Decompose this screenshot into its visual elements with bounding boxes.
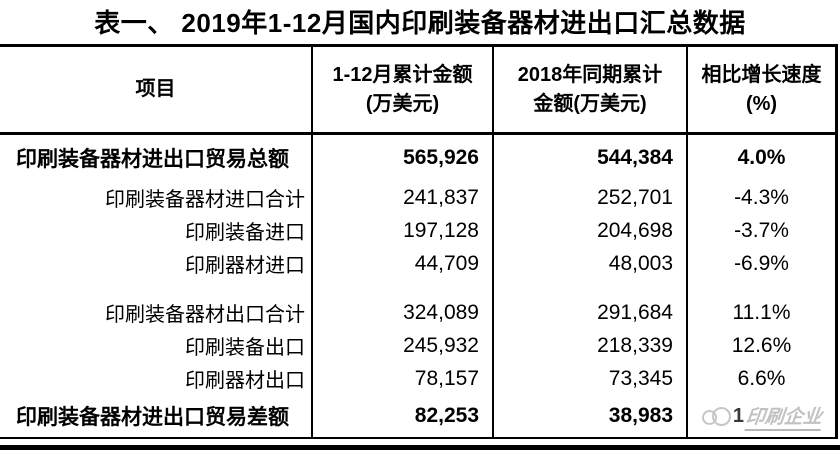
spacer-row (313, 280, 494, 296)
row-growth: 6.6% (737, 366, 786, 390)
row-value-2019: 197,128 (313, 214, 494, 247)
spacer-row (0, 280, 313, 296)
row-value-2019: 324,089 (313, 296, 494, 329)
row-growth: -6.9% (734, 251, 789, 275)
watermark-text: 印刷企业 (744, 401, 824, 431)
row-label: 印刷装备器材出口合计 (0, 296, 313, 329)
column-header-2019-amount: 1-12月累计金额 (万美元) (313, 47, 494, 135)
row-value-2019: 565,926 (313, 135, 494, 181)
spacer-row (688, 280, 835, 296)
row-growth: 4.0% (737, 146, 786, 169)
row-value-2018: 291,684 (494, 296, 688, 329)
row-label: 印刷装备器材进口合计 (0, 181, 313, 214)
row-growth: 11.1% (732, 300, 791, 324)
row-growth: 12.6% (731, 333, 792, 357)
row-growth: -4.3% (734, 185, 789, 209)
row-label: 印刷装备器材进出口贸易总额 (0, 135, 313, 181)
row-value-2019: 82,253 (313, 395, 494, 437)
row-value-2018: 48,003 (494, 247, 688, 280)
row-value-2018: 218,339 (494, 329, 688, 362)
row-label: 印刷装备出口 (0, 329, 313, 362)
row-value-2018: 204,698 (494, 214, 688, 247)
row-value-2018: 73,345 (494, 362, 688, 395)
row-value-2018: 38,983 (494, 395, 688, 437)
row-value-2019: 245,932 (313, 329, 494, 362)
column-header-growth: 相比增长速度 (%) (688, 47, 835, 135)
summary-table: 项目 1-12月累计金额 (万美元) 2018年同期累计 金额(万美元) 相比增… (0, 44, 838, 439)
bottom-rule (0, 445, 840, 450)
row-label: 印刷器材进口 (0, 247, 313, 280)
row-growth: -3.7% (734, 218, 789, 242)
table-title: 表一、 2019年1-12月国内印刷装备器材进出口汇总数据 (94, 8, 746, 38)
column-header-item: 项目 (0, 47, 313, 135)
column-header-2018-amount: 2018年同期累计 金额(万美元) (494, 47, 688, 135)
row-label: 印刷装备进口 (0, 214, 313, 247)
row-label: 印刷装备器材进出口贸易差额 (0, 395, 313, 437)
row-label: 印刷器材出口 (0, 362, 313, 395)
row-value-2019: 241,837 (313, 181, 494, 214)
row-value-2018: 544,384 (494, 135, 688, 181)
watermark-logo-icon (701, 405, 731, 427)
row-value-2019: 44,709 (313, 247, 494, 280)
row-value-2018: 252,701 (494, 181, 688, 214)
row-value-2019: 78,157 (313, 362, 494, 395)
spacer-row (494, 280, 688, 296)
watermark: 1 印刷企业 (688, 395, 835, 437)
watermark-number: 1 (732, 404, 745, 427)
